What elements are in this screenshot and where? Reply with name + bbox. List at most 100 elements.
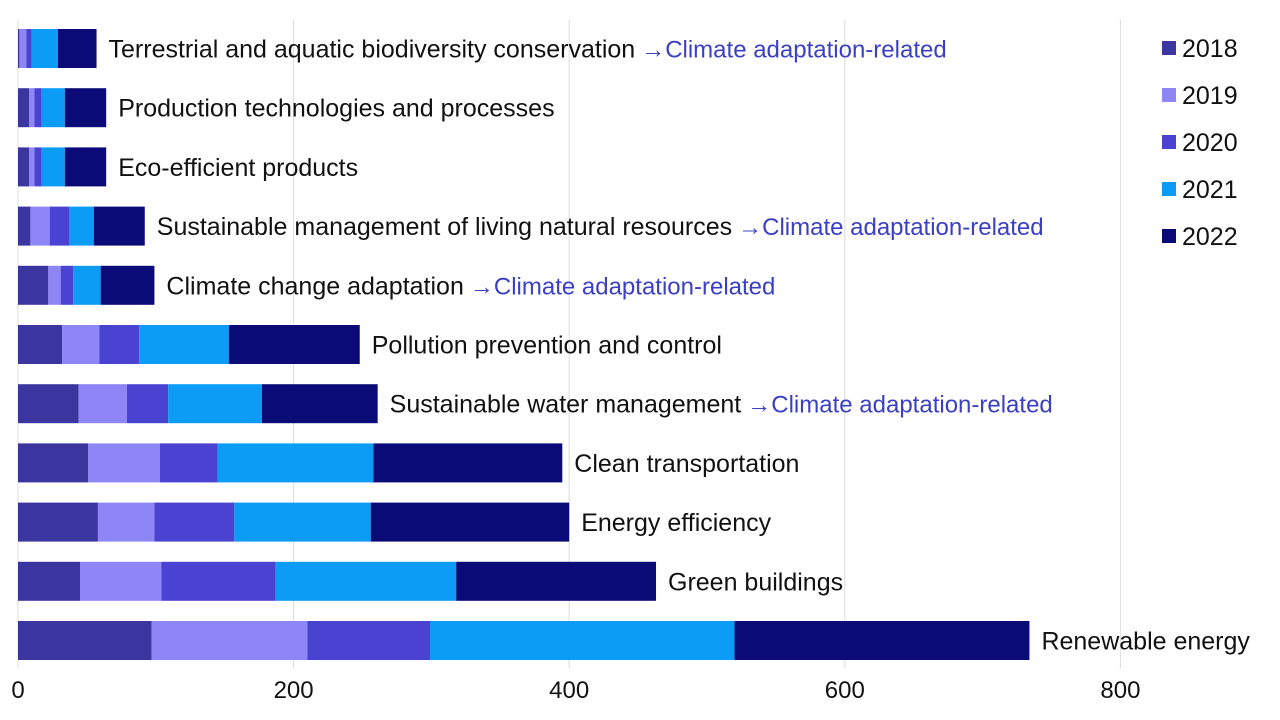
bar-segment-2022: [57, 29, 97, 68]
bar-segment-2022: [373, 443, 563, 483]
bar-segment-2022: [734, 621, 1030, 660]
category-label: Sustainable water management: [390, 391, 742, 419]
bar-segment-2022: [93, 206, 145, 246]
bar-segment-2022: [228, 325, 360, 364]
category-label: Sustainable management of living natural…: [157, 213, 732, 241]
bar-row-8: [18, 502, 570, 542]
climate-adaptation-annotation: →Climate adaptation-related: [738, 214, 1044, 241]
bar-segment-2019: [151, 621, 308, 660]
bar-segment-2018: [18, 147, 30, 187]
x-tick-label: 0: [11, 677, 24, 704]
arrow-icon: →: [738, 214, 762, 241]
bar-segment-2020: [159, 443, 218, 483]
bar-segment-2022: [64, 88, 107, 128]
bar-segment-2021: [234, 502, 371, 542]
legend-item-2020: 2020: [1162, 129, 1238, 157]
legend-swatch: [1162, 182, 1176, 196]
legend-swatch: [1162, 229, 1176, 243]
bar-segment-2021: [41, 147, 65, 187]
bar-segment-2021: [41, 88, 65, 128]
bars: [18, 29, 1030, 660]
bar-segment-2021: [217, 443, 374, 483]
x-tick-label: 800: [1100, 677, 1140, 704]
bar-segment-2018: [18, 443, 89, 483]
category-label: Green buildings: [668, 568, 843, 596]
bar-segment-2018: [18, 88, 30, 128]
category-label: Production technologies and processes: [118, 95, 554, 123]
bar-row-10: [18, 621, 1030, 660]
annotation-text: Climate adaptation-related: [771, 392, 1052, 419]
bar-segment-2020: [34, 88, 42, 128]
bar-segment-2018: [18, 502, 98, 542]
legend-item-2018: 2018: [1162, 35, 1238, 63]
bar-segment-2018: [18, 29, 20, 68]
climate-adaptation-annotation: →Climate adaptation-related: [641, 37, 947, 64]
bar-row-4: [18, 265, 155, 305]
arrow-icon: →: [470, 273, 494, 300]
bar-segment-2018: [18, 206, 31, 246]
bar-segment-2019: [97, 502, 155, 542]
bar-segment-2019: [62, 325, 100, 364]
category-label: Climate change adaptation: [166, 272, 463, 300]
x-tick-label: 200: [274, 677, 314, 704]
bar-segment-2020: [99, 325, 140, 364]
bar-segment-2018: [18, 384, 79, 424]
category-label: Clean transportation: [574, 450, 799, 478]
bar-segment-2022: [370, 502, 570, 542]
bar-segment-2022: [261, 384, 378, 424]
bar-row-1: [18, 88, 107, 128]
arrow-icon: →: [747, 392, 771, 419]
legend-item-2019: 2019: [1162, 82, 1238, 110]
category-label: Eco-efficient products: [118, 154, 358, 182]
bar-segment-2018: [18, 621, 152, 660]
legend-item-2022: 2022: [1162, 223, 1238, 251]
bar-segment-2022: [100, 265, 155, 305]
bar-segment-2020: [126, 384, 169, 424]
x-tick-label: 400: [549, 677, 589, 704]
category-label: Energy efficiency: [581, 509, 771, 537]
bar-segment-2018: [18, 561, 81, 601]
bar-segment-2018: [18, 325, 63, 364]
bar-segment-2018: [18, 265, 49, 305]
legend-label: 2020: [1182, 129, 1238, 157]
category-labels: Terrestrial and aquatic biodiversity con…: [109, 36, 1251, 656]
legend-item-2021: 2021: [1162, 176, 1238, 204]
bar-segment-2019: [78, 384, 127, 424]
bar-segment-2021: [139, 325, 229, 364]
legend-label: 2018: [1182, 35, 1238, 63]
legend-label: 2022: [1182, 223, 1238, 251]
bar-row-9: [18, 561, 657, 601]
climate-adaptation-annotation: →Climate adaptation-related: [470, 273, 776, 300]
legend-label: 2019: [1182, 82, 1238, 110]
climate-adaptation-annotation: →Climate adaptation-related: [747, 392, 1052, 419]
bar-segment-2022: [456, 561, 657, 601]
annotation-text: Climate adaptation-related: [665, 37, 947, 64]
legend-swatch: [1162, 135, 1176, 149]
bar-segment-2019: [88, 443, 160, 483]
annotation-text: Climate adaptation-related: [762, 214, 1044, 241]
bar-segment-2021: [31, 29, 58, 68]
bar-segment-2020: [60, 265, 74, 305]
x-tick-label: 600: [825, 677, 865, 704]
bar-segment-2021: [68, 206, 94, 246]
bar-row-2: [18, 147, 107, 187]
bar-segment-2020: [34, 147, 42, 187]
legend-swatch: [1162, 88, 1176, 102]
bar-segment-2022: [64, 147, 107, 187]
bar-row-0: [18, 29, 97, 68]
bar-segment-2020: [26, 29, 32, 68]
legend-swatch: [1162, 41, 1176, 55]
bar-segment-2019: [29, 147, 35, 187]
bar-segment-2020: [49, 206, 69, 246]
bar-segment-2020: [161, 561, 276, 601]
bar-segment-2021: [275, 561, 457, 601]
bar-row-5: [18, 325, 360, 364]
bar-segment-2021: [430, 621, 735, 660]
bar-segment-2021: [168, 384, 262, 424]
bar-segment-2019: [80, 561, 162, 601]
bar-segment-2019: [30, 206, 50, 246]
bar-segment-2020: [307, 621, 431, 660]
category-label: Terrestrial and aquatic biodiversity con…: [109, 36, 636, 64]
